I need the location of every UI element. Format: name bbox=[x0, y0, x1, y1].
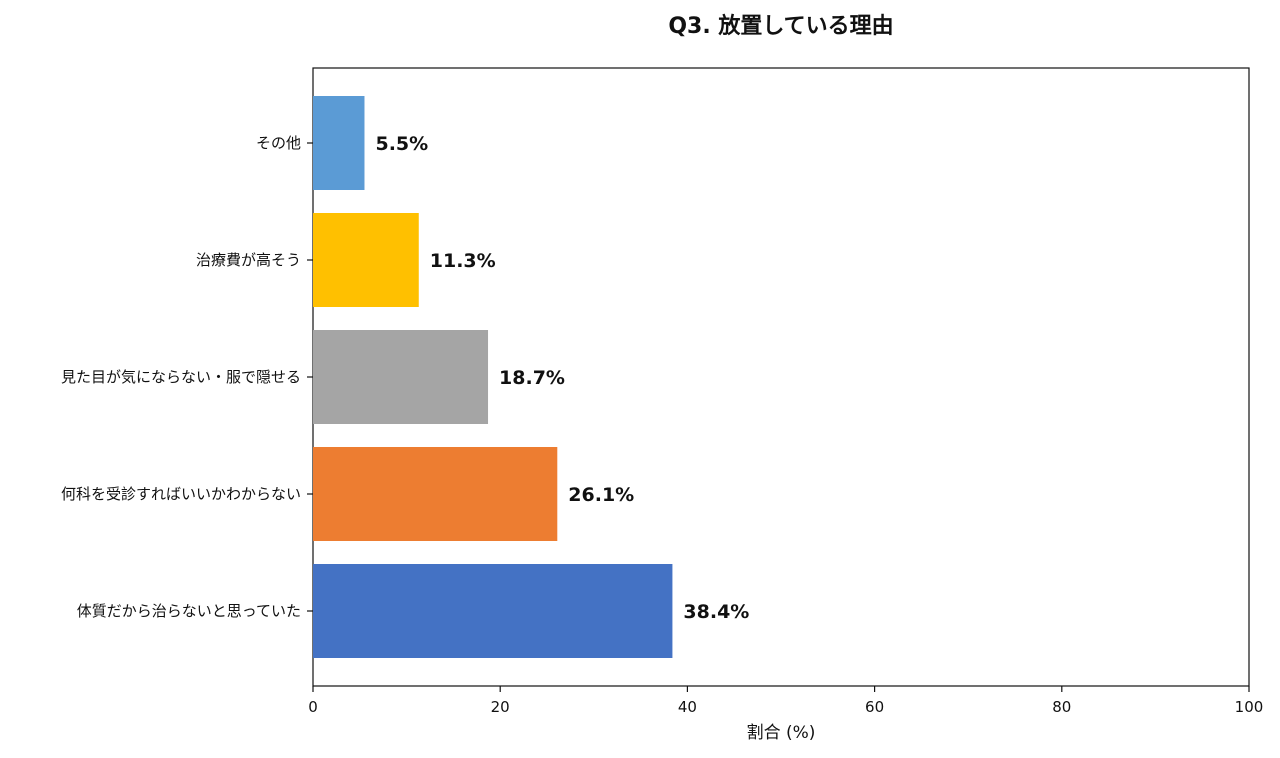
bars-group: 38.4% 26.1% 18.7% 11.3% 5.5% bbox=[313, 96, 749, 658]
x-tick-label: 0 bbox=[308, 698, 318, 716]
data-label: 18.7% bbox=[499, 367, 565, 389]
category-label: 治療費が高そう bbox=[196, 251, 301, 269]
bar bbox=[313, 330, 489, 424]
x-tick-label: 20 bbox=[491, 698, 510, 716]
bar bbox=[313, 564, 673, 658]
category-label: その他 bbox=[256, 134, 301, 152]
data-label: 11.3% bbox=[430, 250, 496, 272]
category-label: 何科を受診すればいいかわからない bbox=[61, 485, 301, 503]
bar bbox=[313, 447, 558, 541]
chart-title: Q3. 放置している理由 bbox=[668, 13, 893, 39]
data-label: 38.4% bbox=[683, 601, 749, 623]
data-label: 26.1% bbox=[568, 484, 634, 506]
data-label: 5.5% bbox=[375, 133, 428, 155]
bar bbox=[313, 213, 419, 307]
category-label: 体質だから治らないと思っていた bbox=[77, 602, 301, 620]
x-tick-label: 80 bbox=[1052, 698, 1071, 716]
x-axis: 0 20 40 60 80 100 bbox=[308, 686, 1263, 716]
x-tick-label: 40 bbox=[678, 698, 697, 716]
x-tick-label: 100 bbox=[1235, 698, 1264, 716]
x-tick-label: 60 bbox=[865, 698, 884, 716]
x-axis-label: 割合 (%) bbox=[747, 723, 816, 743]
y-axis: 体質だから治らないと思っていた 何科を受診すればいいかわからない見た目が気にならな… bbox=[61, 134, 313, 620]
bar bbox=[313, 96, 365, 190]
category-label: 見た目が気にならない・服で隠せる bbox=[61, 368, 301, 386]
